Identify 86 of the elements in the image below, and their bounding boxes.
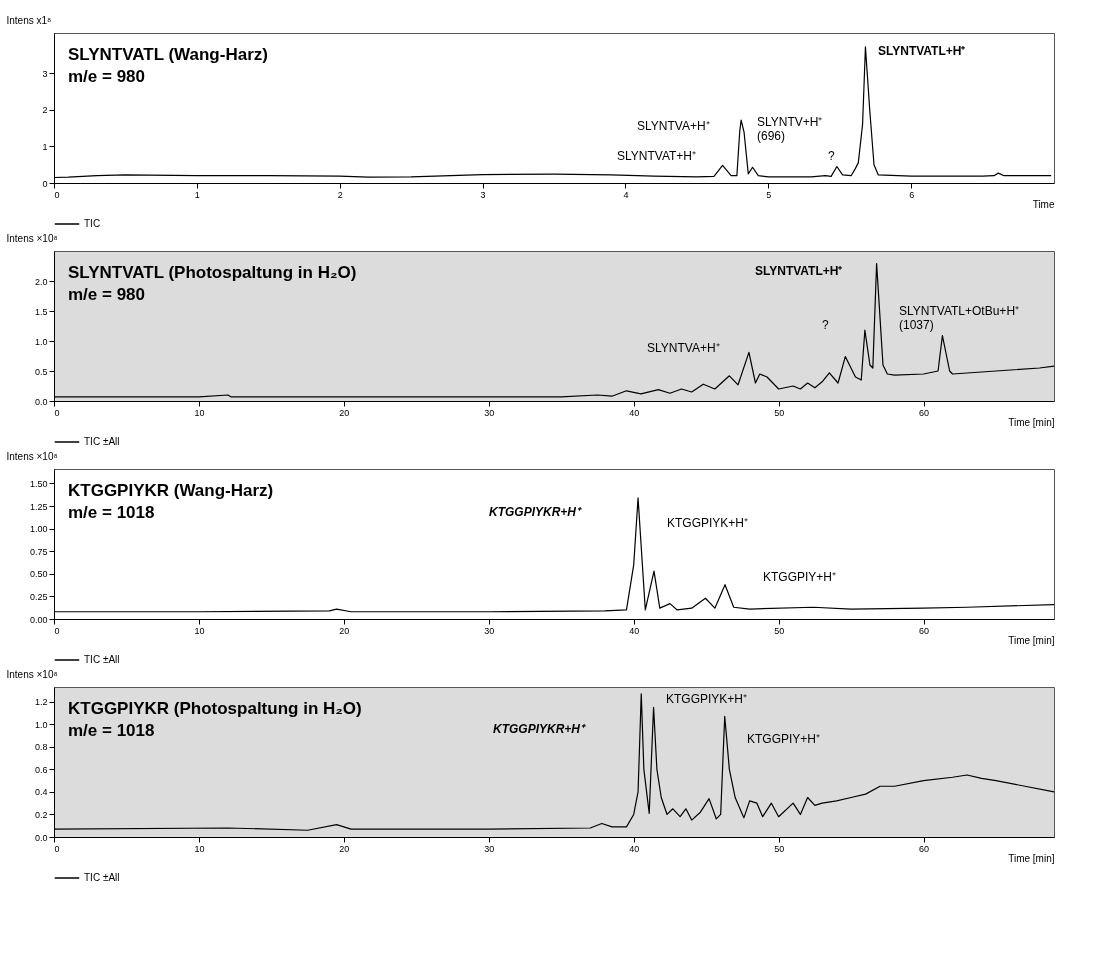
y-axis-title: Intens ×10⁸ [6, 450, 58, 462]
x-tick-label: 20 [339, 625, 350, 636]
legend-label: TIC ±All [84, 654, 120, 665]
annotation: SLYNTVATL+H⁺ [878, 44, 966, 59]
x-tick-label: 10 [194, 625, 205, 636]
text: m/e = 1018 [68, 721, 155, 740]
y-tick-label: 1.2 [34, 697, 48, 708]
annotation: KTGGPIYKR+H⁺ [489, 505, 583, 520]
x-axis-title: Time [min] [1008, 634, 1055, 646]
y-tick-label: 0 [42, 178, 48, 189]
text: m/e = 1018 [68, 503, 155, 522]
annotation: KTGGPIYK+H⁺ [666, 692, 748, 707]
y-tick-label: 0.2 [34, 809, 48, 820]
y-tick-label: 2 [42, 105, 48, 116]
x-tick-label: 50 [774, 407, 785, 418]
x-tick-label: 60 [919, 407, 930, 418]
text: SLYNTVATL (Wang-Harz) [68, 45, 268, 64]
x-tick-label: 0 [54, 843, 60, 854]
y-axis-title: Intens x1⁸ [6, 14, 52, 26]
y-tick-label: 0.8 [34, 742, 48, 753]
y-tick-label: 0.5 [34, 366, 48, 377]
legend-label: TIC [84, 218, 101, 229]
annotation: KTGGPIY+H⁺ [763, 569, 837, 584]
x-tick-label: 60 [919, 625, 930, 636]
x-tick-label: 50 [774, 625, 785, 636]
y-axis-title: Intens ×10⁸ [6, 232, 58, 244]
x-tick-label: 20 [339, 407, 350, 418]
text: KTGGPIYKR (Photospaltung in H₂O) [68, 699, 362, 718]
x-tick-label: 0 [54, 189, 60, 200]
annotation: SLYNTV+H⁺ (696) [757, 115, 823, 144]
y-tick-label: 1.50 [29, 478, 48, 489]
annotation: KTGGPIY+H⁺ [747, 731, 821, 746]
x-tick-label: 0 [54, 407, 60, 418]
x-axis-title: Time [1032, 198, 1055, 210]
annotation: ? [828, 149, 835, 163]
legend-label: TIC ±All [84, 872, 120, 883]
annotation: SLYNTVATL+OtBu+H⁺ (1037) [899, 304, 1020, 332]
text: m/e = 980 [68, 67, 146, 86]
y-tick-label: 0.0 [34, 832, 48, 843]
y-tick-label: 0.6 [34, 764, 48, 775]
legend-label: TIC ±All [84, 436, 120, 447]
x-tick-label: 40 [629, 843, 640, 854]
x-tick-label: 3 [480, 189, 486, 200]
text: SLYNTVATL (Photospaltung in H₂O) [68, 263, 357, 282]
y-tick-label: 1 [42, 141, 48, 152]
y-axis-title: Intens ×10⁸ [6, 668, 58, 680]
annotation: SLYNTVA+H⁺ [637, 118, 710, 133]
annotation: SLYNTVATL+H⁺ [755, 264, 843, 279]
x-tick-label: 60 [919, 843, 930, 854]
text: KTGGPIYKR (Wang-Harz) [68, 481, 274, 500]
x-tick-label: 20 [339, 843, 350, 854]
x-tick-label: 0 [54, 625, 60, 636]
annotation: ? [822, 318, 829, 333]
x-tick-label: 40 [629, 625, 640, 636]
y-tick-label: 1.5 [34, 306, 48, 317]
x-tick-label: 30 [484, 625, 495, 636]
x-tick-label: 4 [623, 189, 629, 200]
x-tick-label: 10 [194, 407, 205, 418]
x-tick-label: 1 [194, 189, 200, 200]
annotation: KTGGPIYKR+H⁺ [493, 721, 587, 736]
annotation: KTGGPIYK+H⁺ [667, 516, 749, 531]
y-tick-label: 0.00 [29, 614, 48, 625]
x-tick-label: 2 [337, 189, 343, 200]
x-tick-label: 50 [774, 843, 785, 854]
y-tick-label: 0.50 [29, 569, 48, 580]
y-tick-label: 1.0 [34, 719, 48, 730]
y-tick-label: 3 [42, 68, 48, 79]
y-tick-label: 1.25 [29, 501, 48, 512]
y-tick-label: 0.75 [29, 546, 48, 557]
x-tick-label: 5 [766, 189, 772, 200]
x-tick-label: 30 [484, 407, 495, 418]
y-tick-label: 1.00 [29, 524, 48, 535]
x-tick-label: 10 [194, 843, 205, 854]
x-axis-title: Time [min] [1008, 416, 1055, 428]
annotation: SLYNTVAT+H⁺ [617, 149, 697, 163]
y-tick-label: 0.25 [29, 591, 48, 602]
x-tick-label: 40 [629, 407, 640, 418]
x-tick-label: 6 [909, 189, 915, 200]
y-tick-label: 2.0 [34, 276, 48, 287]
x-axis-title: Time [min] [1008, 852, 1055, 864]
y-tick-label: 1.0 [34, 336, 48, 347]
y-tick-label: 0.0 [34, 396, 48, 407]
text: m/e = 980 [68, 285, 146, 304]
x-tick-label: 30 [484, 843, 495, 854]
annotation: SLYNTVA+H⁺ [647, 340, 720, 355]
y-tick-label: 0.4 [34, 787, 48, 798]
